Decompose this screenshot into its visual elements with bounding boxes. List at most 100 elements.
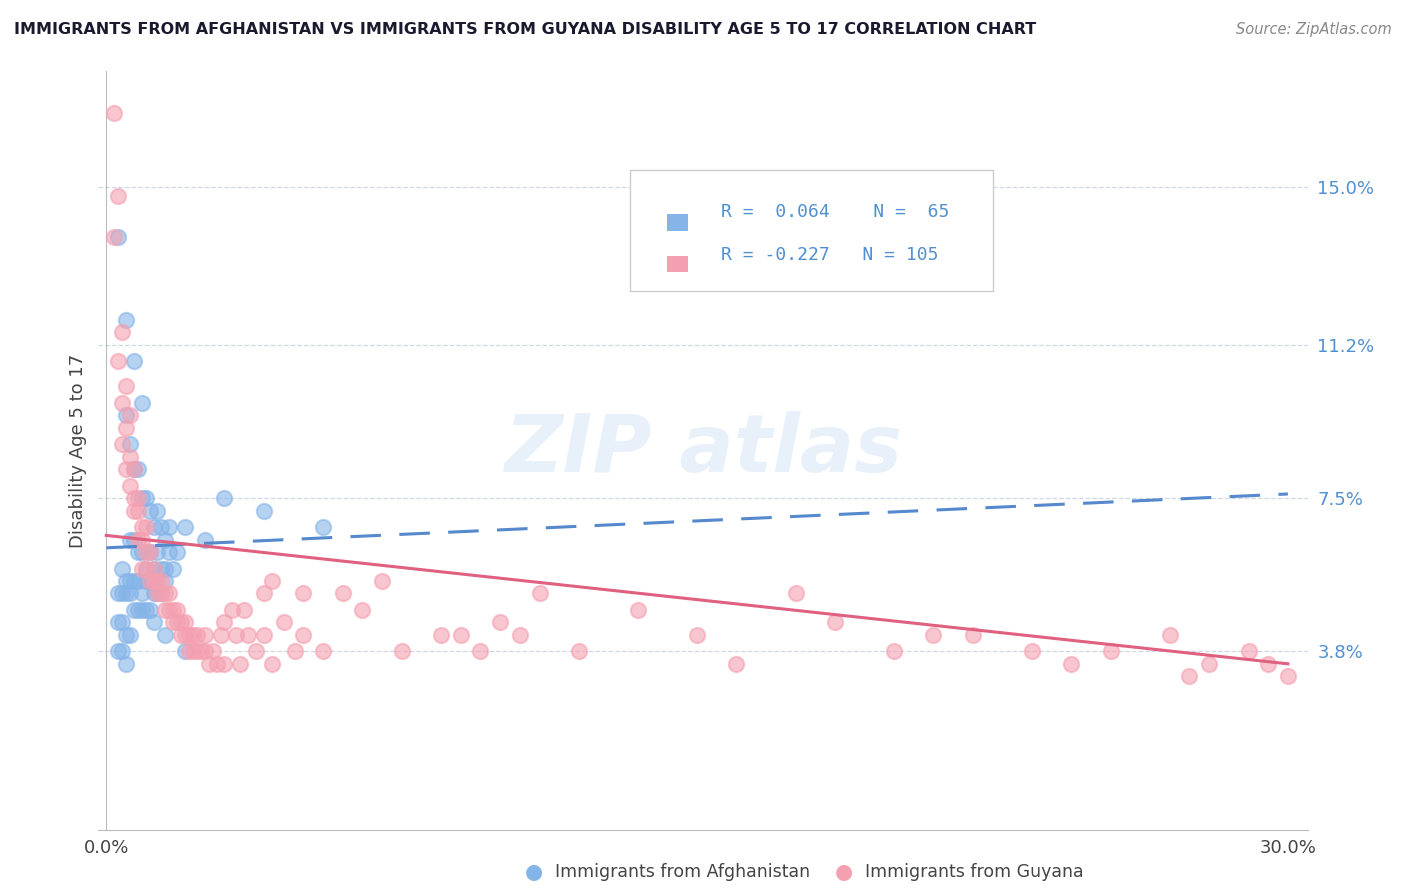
Point — [111, 644, 134, 658]
Point — [174, 628, 197, 642]
Point — [142, 561, 165, 575]
Point — [131, 561, 153, 575]
Point — [470, 644, 492, 658]
Point — [115, 462, 138, 476]
Point — [284, 644, 307, 658]
Point — [118, 586, 141, 600]
Point — [131, 545, 153, 559]
Point — [725, 657, 748, 671]
Point — [509, 628, 531, 642]
Point — [122, 462, 145, 476]
Point — [118, 628, 141, 642]
Point — [135, 491, 157, 505]
Point — [138, 545, 160, 559]
Point — [190, 644, 212, 658]
Point — [150, 586, 173, 600]
Point — [1021, 644, 1043, 658]
Point — [118, 409, 141, 423]
Point — [1178, 669, 1201, 683]
Point — [312, 644, 335, 658]
Point — [157, 603, 180, 617]
Point — [1099, 644, 1122, 658]
Point — [883, 644, 905, 658]
Point — [450, 628, 472, 642]
Point — [1277, 669, 1299, 683]
Point — [111, 615, 134, 630]
Point — [150, 586, 173, 600]
Point — [233, 603, 256, 617]
Point — [194, 628, 217, 642]
Point — [118, 533, 141, 547]
Point — [430, 628, 453, 642]
Point — [146, 586, 169, 600]
Point — [131, 491, 153, 505]
Point — [236, 628, 259, 642]
Point — [529, 586, 551, 600]
Point — [391, 644, 413, 658]
Text: Immigrants from Afghanistan: Immigrants from Afghanistan — [555, 863, 810, 881]
Point — [127, 545, 149, 559]
Point — [111, 561, 134, 575]
Point — [157, 545, 180, 559]
Point — [229, 657, 252, 671]
Point — [962, 628, 984, 642]
Point — [111, 326, 134, 340]
Point — [150, 561, 173, 575]
Point — [115, 379, 138, 393]
Point — [194, 644, 217, 658]
Point — [138, 545, 160, 559]
Point — [162, 561, 184, 575]
Text: Immigrants from Guyana: Immigrants from Guyana — [865, 863, 1083, 881]
Point — [568, 644, 591, 658]
Point — [157, 586, 180, 600]
Point — [209, 628, 232, 642]
Point — [122, 533, 145, 547]
Point — [177, 644, 200, 658]
Point — [225, 628, 247, 642]
Point — [127, 462, 149, 476]
Point — [115, 586, 138, 600]
Point — [197, 657, 219, 671]
Point — [122, 503, 145, 517]
Point — [260, 574, 283, 588]
Point — [214, 615, 236, 630]
Point — [115, 409, 138, 423]
Text: R =  0.064    N =  65: R = 0.064 N = 65 — [721, 202, 949, 220]
Point — [107, 586, 129, 600]
Point — [122, 603, 145, 617]
Point — [174, 520, 197, 534]
Point — [146, 586, 169, 600]
Point — [127, 491, 149, 505]
Point — [214, 491, 236, 505]
Point — [131, 603, 153, 617]
Point — [253, 586, 276, 600]
Point — [142, 586, 165, 600]
Point — [186, 644, 208, 658]
Point — [162, 615, 184, 630]
Point — [371, 574, 394, 588]
Point — [138, 574, 160, 588]
Point — [142, 574, 165, 588]
Point — [115, 313, 138, 327]
Point — [155, 586, 177, 600]
Point — [138, 503, 160, 517]
Point — [155, 628, 177, 642]
Point — [115, 420, 138, 434]
Point — [135, 561, 157, 575]
Point — [107, 354, 129, 368]
Point — [118, 437, 141, 451]
Point — [194, 533, 217, 547]
FancyBboxPatch shape — [630, 170, 993, 292]
Point — [1159, 628, 1181, 642]
Point — [292, 628, 315, 642]
Point — [138, 603, 160, 617]
Text: R = -0.227   N = 105: R = -0.227 N = 105 — [721, 246, 939, 264]
Point — [146, 545, 169, 559]
Point — [111, 586, 134, 600]
Point — [142, 615, 165, 630]
Point — [135, 603, 157, 617]
Point — [253, 628, 276, 642]
Point — [273, 615, 295, 630]
Point — [170, 615, 193, 630]
Point — [107, 188, 129, 202]
